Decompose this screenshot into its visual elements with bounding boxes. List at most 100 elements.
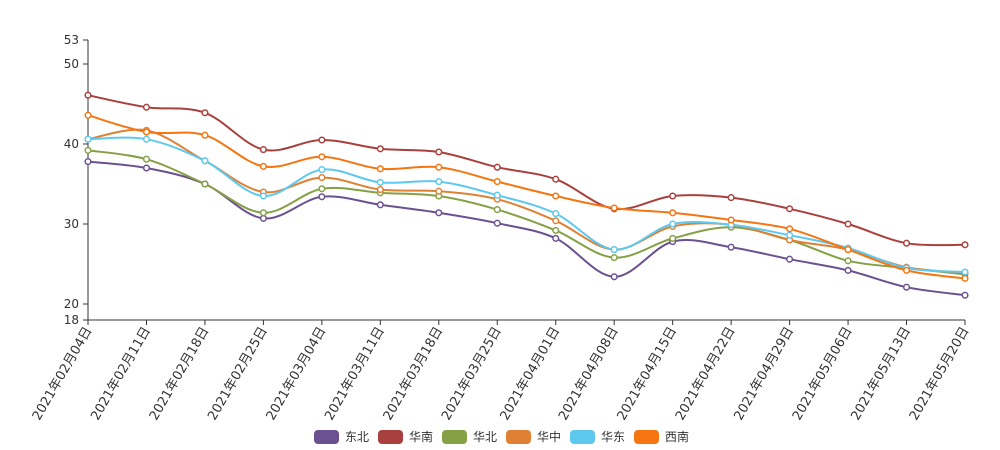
data-point-3-2[interactable] bbox=[142, 155, 151, 163]
data-point-1-8[interactable] bbox=[493, 219, 501, 227]
x-tick-label: 2021年04月08日 bbox=[556, 325, 622, 424]
legend-item-1[interactable]: 东北 bbox=[314, 430, 369, 444]
data-point-6-3[interactable] bbox=[201, 131, 209, 139]
data-point-6-6[interactable] bbox=[376, 165, 384, 173]
series-line-6[interactable] bbox=[87, 114, 966, 280]
data-point-6-11[interactable] bbox=[669, 209, 677, 217]
legend[interactable]: 东北 华南 华北 华中 华东 西南 bbox=[314, 429, 689, 444]
data-point-4-9[interactable] bbox=[552, 217, 560, 225]
data-point-2-13[interactable] bbox=[786, 205, 794, 213]
legend-label: 西南 bbox=[665, 429, 689, 444]
data-point-3-5[interactable] bbox=[318, 185, 326, 193]
data-point-1-15[interactable] bbox=[902, 283, 911, 291]
data-point-5-10[interactable] bbox=[610, 246, 618, 254]
data-point-5-16[interactable] bbox=[961, 268, 969, 276]
data-point-2-2[interactable] bbox=[142, 103, 151, 111]
data-point-2-6[interactable] bbox=[376, 145, 384, 153]
data-point-2-11[interactable] bbox=[669, 192, 677, 200]
data-point-6-15[interactable] bbox=[902, 266, 911, 274]
data-point-3-14[interactable] bbox=[844, 257, 852, 265]
series-lines bbox=[87, 94, 966, 297]
data-point-1-10[interactable] bbox=[610, 273, 618, 281]
data-point-3-11[interactable] bbox=[669, 234, 677, 242]
legend-label: 华南 bbox=[409, 429, 433, 444]
x-tick-label: 2021年03月11日 bbox=[322, 325, 388, 424]
data-point-1-2[interactable] bbox=[142, 164, 151, 172]
data-point-6-13[interactable] bbox=[786, 225, 794, 233]
data-point-5-7[interactable] bbox=[435, 178, 443, 186]
series-line-2[interactable] bbox=[87, 94, 966, 247]
data-point-3-8[interactable] bbox=[493, 206, 501, 214]
x-tick-label: 2021年03月04日 bbox=[264, 325, 330, 424]
data-point-5-8[interactable] bbox=[493, 191, 501, 199]
y-tick-label: 30 bbox=[64, 217, 79, 231]
legend-item-4[interactable]: 华中 bbox=[506, 429, 561, 444]
data-point-6-7[interactable] bbox=[435, 163, 443, 171]
data-point-1-16[interactable] bbox=[961, 291, 969, 299]
legend-item-6[interactable]: 西南 bbox=[634, 429, 689, 444]
data-point-5-6[interactable] bbox=[376, 178, 384, 186]
data-point-1-13[interactable] bbox=[786, 255, 794, 263]
axes: 1820304050532021年02月04日2021年02月11日2021年0… bbox=[30, 33, 973, 423]
x-tick-label: 2021年04月15日 bbox=[615, 325, 681, 424]
data-point-5-4[interactable] bbox=[259, 192, 267, 200]
data-point-5-13[interactable] bbox=[786, 231, 794, 239]
data-point-5-11[interactable] bbox=[669, 220, 677, 228]
data-point-4-7[interactable] bbox=[435, 187, 443, 195]
series-line-1[interactable] bbox=[87, 160, 966, 297]
data-point-4-5[interactable] bbox=[318, 174, 326, 182]
x-tick-label: 2021年05月20日 bbox=[907, 325, 973, 424]
data-point-5-5[interactable] bbox=[318, 166, 326, 174]
data-point-6-4[interactable] bbox=[259, 162, 267, 170]
data-point-6-10[interactable] bbox=[610, 204, 618, 212]
legend-item-3[interactable]: 华北 bbox=[442, 430, 497, 444]
legend-item-5[interactable]: 华东 bbox=[570, 430, 625, 444]
data-point-2-16[interactable] bbox=[961, 241, 969, 249]
data-point-5-1[interactable] bbox=[84, 135, 92, 143]
data-point-6-14[interactable] bbox=[844, 246, 852, 254]
series-line-3[interactable] bbox=[87, 149, 966, 276]
data-point-1-9[interactable] bbox=[552, 234, 560, 242]
data-point-5-2[interactable] bbox=[142, 135, 151, 143]
data-point-2-4[interactable] bbox=[259, 146, 267, 154]
data-point-3-10[interactable] bbox=[610, 254, 618, 262]
data-point-3-3[interactable] bbox=[201, 180, 209, 188]
data-point-1-5[interactable] bbox=[318, 193, 326, 201]
data-point-2-1[interactable] bbox=[84, 91, 92, 99]
data-point-2-3[interactable] bbox=[201, 109, 209, 117]
data-point-6-8[interactable] bbox=[493, 178, 501, 186]
data-point-6-12[interactable] bbox=[727, 216, 735, 224]
y-tick-label: 50 bbox=[64, 57, 79, 71]
data-point-1-1[interactable] bbox=[84, 158, 92, 166]
series-line-4[interactable] bbox=[87, 128, 966, 274]
legend-label: 华东 bbox=[601, 430, 625, 444]
data-point-1-4[interactable] bbox=[259, 214, 267, 222]
data-point-1-7[interactable] bbox=[435, 209, 443, 217]
legend-item-2[interactable]: 华南 bbox=[378, 429, 433, 444]
data-point-2-8[interactable] bbox=[493, 163, 501, 171]
data-point-3-4[interactable] bbox=[259, 209, 267, 217]
data-point-2-9[interactable] bbox=[552, 175, 560, 183]
data-point-3-9[interactable] bbox=[552, 226, 560, 234]
data-point-2-12[interactable] bbox=[727, 194, 735, 202]
data-point-1-6[interactable] bbox=[376, 201, 384, 209]
data-point-3-1[interactable] bbox=[84, 146, 92, 154]
x-tick-label: 2021年02月25日 bbox=[205, 325, 271, 424]
data-point-2-15[interactable] bbox=[902, 239, 911, 247]
data-point-1-12[interactable] bbox=[727, 243, 735, 251]
data-point-6-1[interactable] bbox=[84, 111, 92, 119]
data-point-5-9[interactable] bbox=[552, 210, 560, 218]
data-point-6-9[interactable] bbox=[552, 192, 560, 200]
data-point-6-16[interactable] bbox=[961, 274, 969, 282]
data-point-2-7[interactable] bbox=[435, 148, 443, 156]
data-point-2-14[interactable] bbox=[844, 220, 852, 228]
data-point-1-14[interactable] bbox=[844, 266, 852, 274]
series-line-5[interactable] bbox=[87, 136, 966, 273]
data-point-6-2[interactable] bbox=[142, 128, 151, 136]
data-point-6-5[interactable] bbox=[318, 153, 326, 161]
y-tick-label: 20 bbox=[64, 297, 79, 311]
legend-label: 华北 bbox=[473, 430, 497, 444]
data-point-2-5[interactable] bbox=[318, 136, 326, 144]
data-point-4-6[interactable] bbox=[376, 186, 384, 194]
data-point-5-3[interactable] bbox=[201, 157, 209, 165]
